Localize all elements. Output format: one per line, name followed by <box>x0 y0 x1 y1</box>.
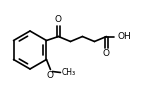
Text: CH₃: CH₃ <box>61 68 76 77</box>
Text: O: O <box>55 15 62 24</box>
Text: O: O <box>103 49 110 58</box>
Text: OH: OH <box>117 32 131 41</box>
Text: O: O <box>47 70 54 79</box>
